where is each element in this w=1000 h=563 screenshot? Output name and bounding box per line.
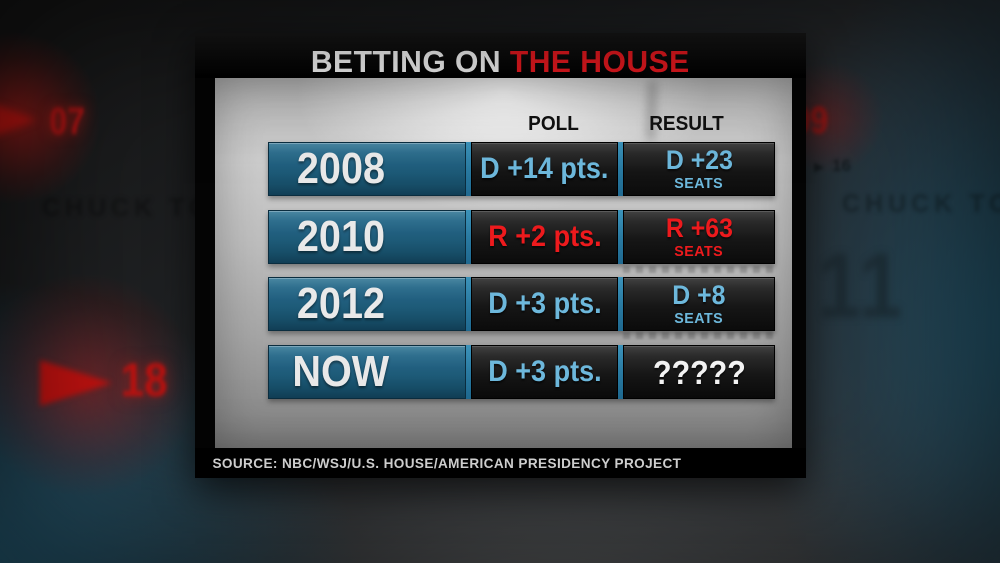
- background-number-11: 11: [817, 235, 904, 337]
- source-bar: SOURCE: NBC/WSJ/U.S. HOUSE/AMERICAN PRES…: [195, 448, 806, 478]
- year-label: 2012: [296, 279, 386, 328]
- result-cell: D +8 SEATS: [623, 277, 775, 331]
- graphic-panel: BETTING ON THE HOUSE POLL RESULT 2008 D +…: [195, 33, 806, 478]
- table-row: 2010 R +2 pts. R +63 SEATS: [268, 210, 775, 264]
- background-marker-16: ▶ 16: [814, 156, 851, 176]
- result-unit: SEATS: [674, 175, 724, 192]
- result-unit: SEATS: [674, 310, 724, 327]
- column-header-poll: POLL: [528, 113, 579, 135]
- source-attribution: SOURCE: NBC/WSJ/U.S. HOUSE/AMERICAN PRES…: [212, 455, 682, 471]
- year-cell: 2010: [268, 210, 466, 264]
- result-value: D +8: [672, 280, 726, 310]
- table-row: NOW D +3 pts. ?????: [268, 345, 775, 399]
- chuck-todd-watermark-right: CHUCK TOD: [842, 190, 1000, 218]
- result-cell: R +63 SEATS: [623, 210, 775, 264]
- year-label: 2008: [296, 144, 386, 193]
- result-cell: D +23 SEATS: [623, 142, 775, 196]
- column-divider: [466, 345, 471, 399]
- column-divider: [618, 142, 623, 196]
- poll-value: D +3 pts.: [487, 287, 602, 320]
- result-cell: ?????: [623, 345, 775, 399]
- poll-cell: D +3 pts.: [471, 277, 618, 331]
- background-number-16: 16: [832, 156, 851, 175]
- column-divider: [618, 345, 623, 399]
- table-row: 2008 D +14 pts. D +23 SEATS: [268, 142, 775, 196]
- play-icon: ▶: [814, 159, 824, 174]
- year-cell: 2012: [268, 277, 466, 331]
- background-number-18: 18: [120, 353, 168, 406]
- column-divider: [618, 210, 623, 264]
- red-arrow-icon: [0, 104, 36, 136]
- table-area: POLL RESULT 2008 D +14 pts. D +23 SEATS …: [215, 78, 792, 448]
- background-dashes: [623, 332, 775, 339]
- chuck-todd-watermark-left: CHUCK TO: [42, 194, 214, 222]
- red-arrow-icon: [40, 360, 112, 406]
- year-cell: NOW: [268, 345, 466, 399]
- column-divider: [466, 142, 471, 196]
- background-dashes: [623, 266, 775, 273]
- result-value: D +23: [665, 145, 733, 175]
- background-number-07: 07: [49, 101, 86, 143]
- poll-value: D +3 pts.: [487, 355, 602, 388]
- poll-value: R +2 pts.: [487, 220, 602, 253]
- column-header-result: RESULT: [649, 113, 724, 135]
- poll-cell: D +3 pts.: [471, 345, 618, 399]
- column-divider: [618, 277, 623, 331]
- result-value: ?????: [652, 353, 746, 391]
- title-highlight: THE HOUSE: [510, 44, 690, 79]
- column-divider: [466, 277, 471, 331]
- poll-value: D +14 pts.: [480, 152, 609, 185]
- year-cell: 2008: [268, 142, 466, 196]
- result-value: R +63: [665, 213, 733, 243]
- title-bar: BETTING ON THE HOUSE: [195, 33, 806, 78]
- title-prefix: BETTING ON: [311, 44, 502, 79]
- column-divider: [466, 210, 471, 264]
- poll-cell: D +14 pts.: [471, 142, 618, 196]
- year-label: 2010: [296, 212, 386, 261]
- table-row: 2012 D +3 pts. D +8 SEATS: [268, 277, 775, 331]
- result-unit: SEATS: [674, 243, 724, 260]
- page-title: BETTING ON THE HOUSE: [311, 46, 690, 77]
- poll-cell: R +2 pts.: [471, 210, 618, 264]
- year-label: NOW: [292, 347, 390, 396]
